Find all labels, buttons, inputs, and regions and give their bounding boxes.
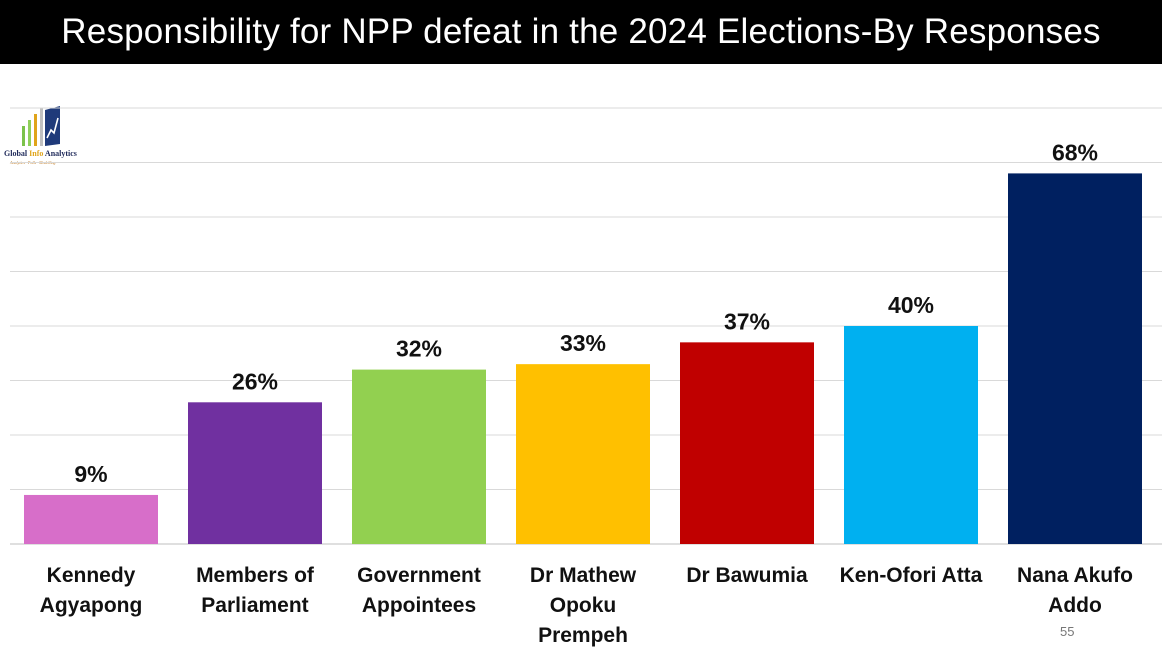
bar-1 (24, 494, 158, 544)
bar-value-label: 26% (232, 368, 278, 394)
bar-value-label: 40% (888, 292, 934, 318)
category-label-line: Appointees (362, 594, 476, 617)
logo-bars-icon (22, 106, 60, 146)
title-bar: Responsibility for NPP defeat in the 202… (0, 0, 1162, 64)
category-label: Nana Akufo Addo (1017, 564, 1133, 617)
bar-5 (680, 342, 814, 544)
category-label: Ken-Ofori Atta (840, 564, 983, 587)
bar-value-label: 9% (74, 461, 107, 487)
category-label: Members of Parliament (196, 564, 315, 617)
logo-name: Global Info Analytics (4, 149, 77, 158)
bar-value-label: 68% (1052, 139, 1098, 165)
category-label: Dr Bawumia (686, 564, 808, 587)
category-label: Dr Mathew Opoku Prempeh (530, 564, 637, 647)
bar-4 (516, 364, 650, 544)
category-label-line: Dr Bawumia (686, 564, 808, 587)
bar-value-label: 33% (560, 330, 606, 356)
bar-value-label: 37% (724, 308, 770, 334)
page-number: 55 (1060, 624, 1075, 639)
bar-value-label: 32% (396, 336, 442, 362)
category-label: Kennedy Agyapong (40, 564, 143, 617)
bar-3 (352, 369, 486, 544)
labels: 9% Kennedy Agyapong 26% Members of Parliament… (40, 139, 1133, 647)
chart-title: Responsibility for NPP defeat in the 202… (61, 12, 1101, 51)
category-label-line: Opoku (550, 594, 617, 617)
bar-7 (1008, 173, 1142, 544)
bars (24, 173, 1142, 544)
category-label: Government Appointees (357, 564, 481, 617)
category-label-line: Dr Mathew (530, 564, 637, 587)
bar-2 (188, 402, 322, 544)
category-label-line: Kennedy (47, 564, 136, 587)
category-label-line: Addo (1048, 594, 1102, 617)
category-label-line: Ken-Ofori Atta (840, 564, 983, 587)
category-label-line: Agyapong (40, 594, 143, 617)
category-label-line: Government (357, 564, 481, 587)
category-label-line: Nana Akufo (1017, 564, 1133, 587)
category-label-line: Parliament (201, 594, 308, 617)
bar-6 (844, 326, 978, 544)
category-label-line: Prempeh (538, 624, 628, 647)
category-label-line: Members of (196, 564, 315, 587)
